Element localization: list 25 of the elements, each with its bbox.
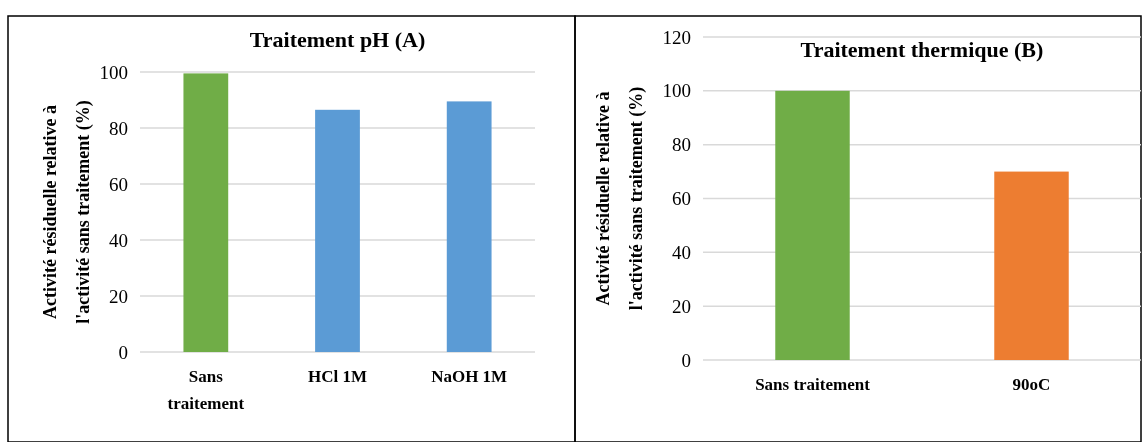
x-tick-label: Sans traitement <box>167 367 245 413</box>
x-tick-label: 90oC <box>1012 375 1051 394</box>
chart-title: Traitement thermique (B) <box>800 37 1044 62</box>
x-tick-label: Sans traitement <box>755 375 871 394</box>
y-tick-label: 20 <box>109 285 128 307</box>
y-axis-title: Activité résiduelle relative à l'activité sans traitement (%) <box>593 86 648 311</box>
chart-title: Traitement pH (A) <box>249 27 426 52</box>
y-tick-label: 20 <box>672 295 691 317</box>
y-tick-label: 60 <box>672 188 691 210</box>
y-tick-label: 120 <box>662 26 691 48</box>
y-axis-title: Activité résiduelle relative à l'activité sans traitement (%) <box>40 100 95 324</box>
y-tick-label: 60 <box>109 173 128 195</box>
y-tick-label: 100 <box>99 61 128 83</box>
y-tick-label: 100 <box>662 80 691 102</box>
y-tick-label: 80 <box>672 134 691 156</box>
y-tick-label: 40 <box>109 229 128 251</box>
y-tick-label: 40 <box>672 241 691 263</box>
y-tick-label: 0 <box>681 349 691 371</box>
y-tick-label: 0 <box>118 341 128 363</box>
x-tick-label: NaOH 1M <box>431 367 508 386</box>
bar <box>315 109 360 352</box>
bar <box>446 101 492 352</box>
x-tick-label: HCl 1M <box>307 367 368 386</box>
y-tick-label: 80 <box>109 117 128 139</box>
bar <box>183 73 229 352</box>
